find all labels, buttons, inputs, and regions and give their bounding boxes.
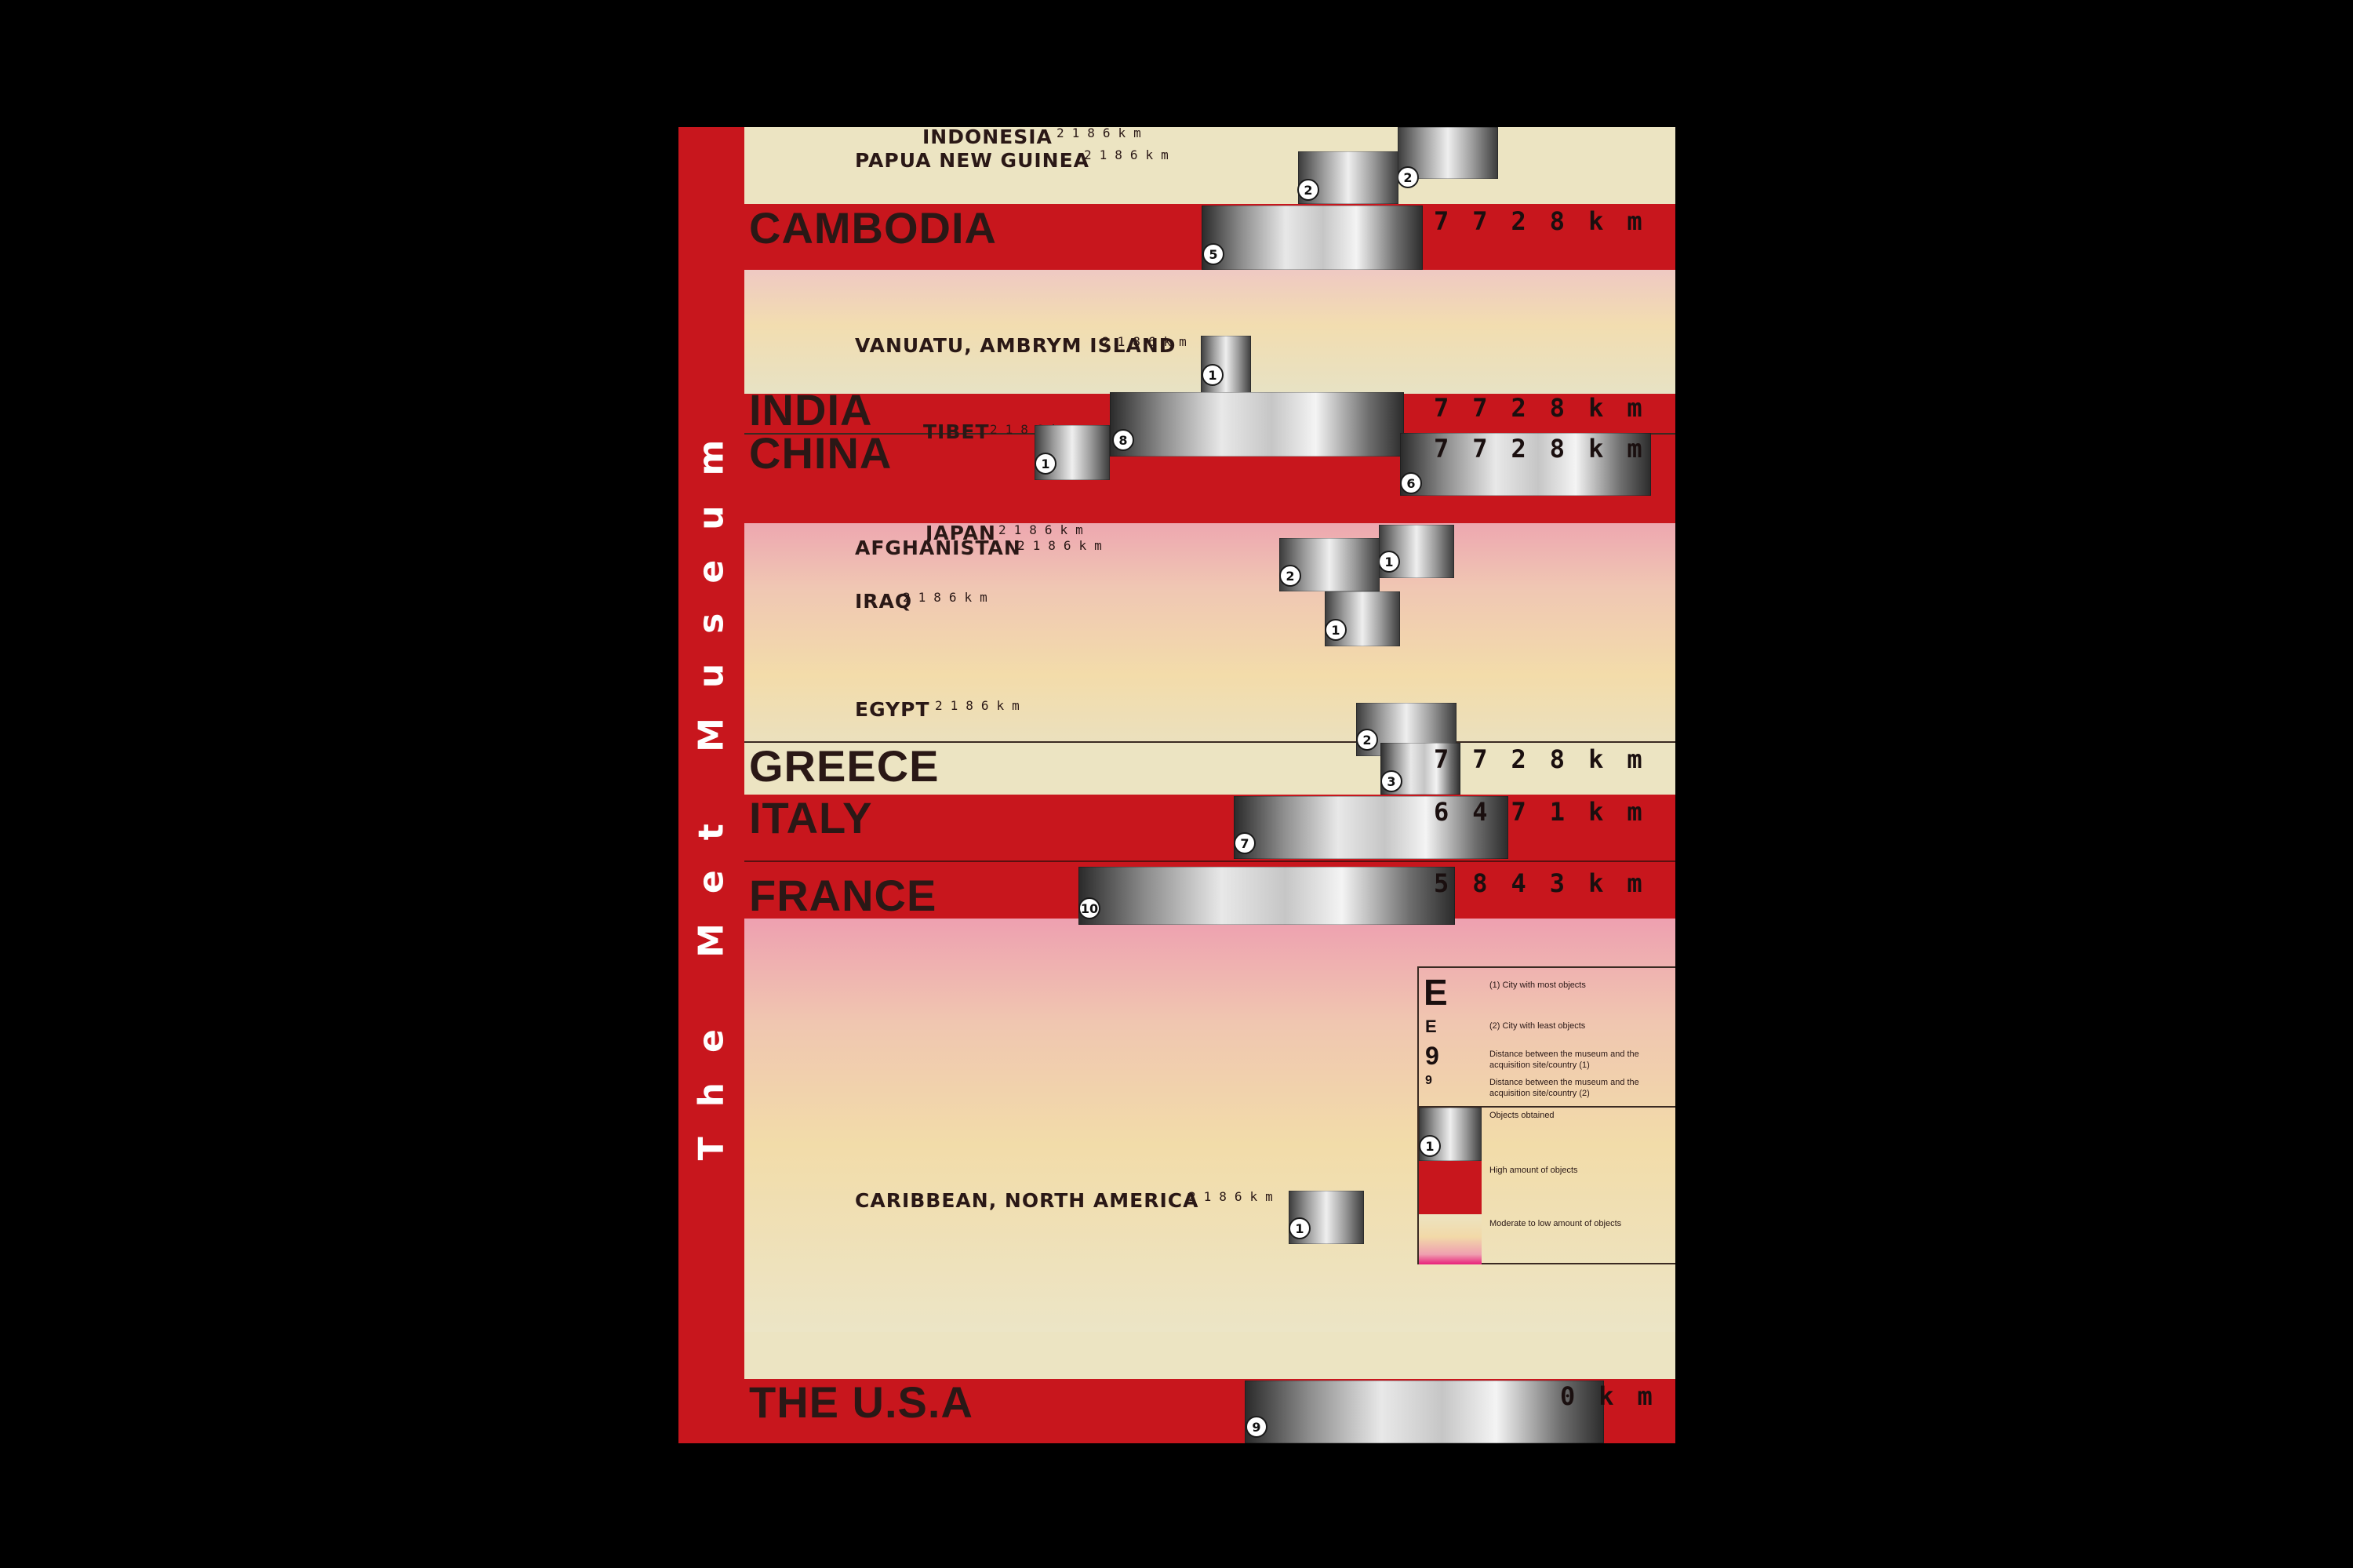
legend-swatch-moderate (1419, 1214, 1482, 1264)
distance-cambodia: 7728km (1434, 206, 1666, 236)
bar-usa (1245, 1381, 1604, 1443)
bar-cambodia (1202, 206, 1423, 270)
count-badge-iraq: 1 (1325, 619, 1347, 641)
distance-india: 7728km (1434, 393, 1666, 423)
distance-iraq: 2186km (903, 590, 995, 605)
count-badge-greece: 3 (1380, 770, 1402, 792)
legend-swatch-high (1419, 1161, 1482, 1214)
count-badge-tibet: 1 (1035, 453, 1056, 475)
legend-moderate-amount: Moderate to low amount of objects (1489, 1219, 1622, 1228)
band-oceania-top (744, 127, 1675, 204)
legend-high-amount: High amount of objects (1489, 1166, 1578, 1175)
distance-japan: 2186km (998, 522, 1091, 537)
band-middle-east (744, 523, 1675, 741)
distance-caribbean: 2186km (1188, 1189, 1281, 1204)
count-badge-cambodia: 5 (1202, 243, 1224, 265)
count-badge-papua-new-guinea: 2 (1297, 179, 1319, 201)
bar-india (1110, 392, 1404, 457)
distance-papua-new-guinea: 2186km (1084, 147, 1176, 162)
distance-greece: 7728km (1434, 744, 1666, 774)
band-italy (744, 795, 1675, 860)
country-vanuatu: VANUATU, AMBRYM ISLAND (855, 334, 1176, 357)
country-india: INDIA (749, 385, 873, 435)
distance-indonesia: 2186km (1056, 127, 1149, 140)
legend-most-objects: (1) City with most objects (1489, 980, 1586, 990)
count-badge-egypt: 2 (1356, 729, 1378, 751)
bar-france (1078, 867, 1455, 925)
country-tibet: TIBET (923, 420, 990, 443)
legend-symbol-large-9: 9 (1425, 1042, 1439, 1070)
bar-italy (1234, 796, 1508, 859)
distance-vanuatu: 2186km (1102, 334, 1195, 349)
country-china: CHINA (749, 428, 893, 478)
country-papua-new-guinea: PAPUA NEW GUINEA (855, 149, 1090, 172)
legend-symbol-small-9: 9 (1425, 1074, 1432, 1087)
legend-divider (1417, 1106, 1675, 1108)
sidebar: The Met Museum (678, 127, 744, 1443)
distance-afghanistan: 2186km (1017, 538, 1110, 553)
legend-frame (1417, 966, 1675, 1264)
poster: The Met Museum INDONESIA 2186km PAPUA NE… (678, 127, 1675, 1443)
legend-distance-1: Distance between the museum and the acqu… (1489, 1050, 1639, 1070)
band-greece (744, 741, 1675, 795)
distance-usa: 0km (1560, 1381, 1675, 1411)
country-france: FRANCE (749, 871, 937, 920)
distance-egypt: 2186km (935, 698, 1027, 713)
count-badge-caribbean: 1 (1289, 1217, 1311, 1239)
distance-china: 7728km (1434, 434, 1666, 464)
distance-france: 5843km (1434, 868, 1666, 898)
count-badge-afghanistan: 2 (1279, 565, 1301, 587)
count-badge-indonesia: 2 (1397, 166, 1419, 188)
country-iraq: IRAQ (855, 590, 913, 613)
country-greece: GREECE (749, 741, 940, 791)
country-usa: THE U.S.A (749, 1377, 973, 1427)
bar-china (1400, 433, 1651, 496)
country-italy: ITALY (749, 793, 873, 842)
distance-italy: 6471km (1434, 797, 1666, 827)
legend-distance-2: Distance between the museum and the acqu… (1489, 1078, 1639, 1098)
legend-symbol-large-e: E (1424, 972, 1448, 1013)
count-badge-france: 10 (1078, 897, 1100, 919)
country-afghanistan: AFGHANISTAN (855, 537, 1021, 559)
divider-greece (744, 741, 1675, 743)
count-badge-usa: 9 (1246, 1416, 1267, 1438)
country-egypt: EGYPT (855, 698, 930, 721)
legend-objects-obtained: Objects obtained (1489, 1111, 1555, 1120)
legend: E E 9 9 (1) City with most objects (2) C… (1417, 966, 1675, 1264)
divider-italy-france (744, 860, 1675, 862)
count-badge-japan: 1 (1378, 551, 1400, 573)
legend-least-objects: (2) City with least objects (1489, 1021, 1586, 1031)
country-cambodia: CAMBODIA (749, 203, 997, 253)
count-badge-china: 6 (1400, 472, 1422, 494)
country-japan: JAPAN (926, 522, 996, 544)
count-badge-italy: 7 (1234, 832, 1256, 854)
country-caribbean: CARIBBEAN, NORTH AMERICA (855, 1189, 1199, 1212)
country-indonesia: INDONESIA (922, 127, 1053, 148)
legend-badge: 1 (1419, 1135, 1441, 1157)
museum-title: The Met Museum (691, 409, 732, 1161)
count-badge-vanuatu: 1 (1202, 364, 1224, 386)
count-badge-india: 8 (1112, 429, 1134, 451)
band-pre-usa (744, 1332, 1675, 1379)
legend-symbol-small-e: E (1425, 1017, 1437, 1036)
